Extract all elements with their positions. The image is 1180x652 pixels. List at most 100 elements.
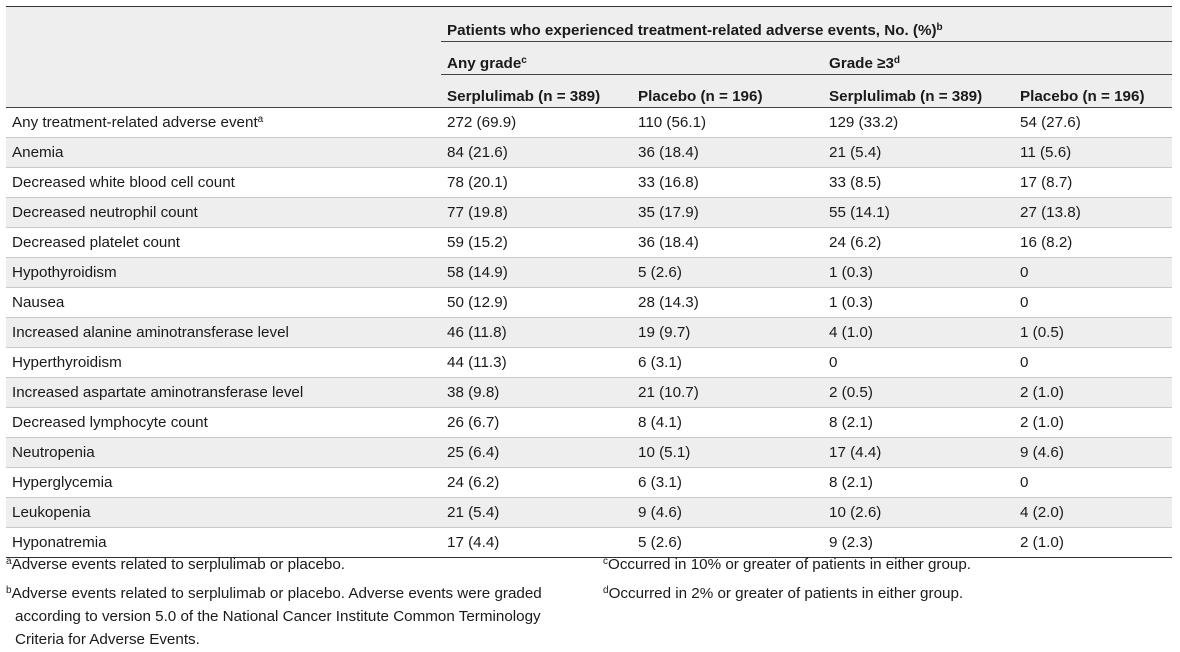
value-cell: 0 bbox=[1014, 287, 1173, 318]
event-name: Decreased white blood cell count bbox=[12, 174, 235, 191]
grade3-note: d bbox=[893, 55, 901, 66]
event-cell: Hypothyroidism bbox=[6, 257, 441, 288]
value-cell: 33 (8.5) bbox=[823, 167, 1014, 198]
value-cell: 58 (14.9) bbox=[441, 257, 632, 288]
footnote-text: Adverse events related to serplulimab or… bbox=[11, 585, 542, 648]
value-cell: 9 (4.6) bbox=[1014, 437, 1173, 468]
value-cell: 8 (2.1) bbox=[823, 407, 1014, 438]
value-cell: 5 (2.6) bbox=[632, 527, 823, 558]
header-title: Patients who experienced treatment-relat… bbox=[441, 6, 1173, 42]
value-cell: 84 (21.6) bbox=[441, 137, 632, 168]
value-cell: 9 (4.6) bbox=[632, 497, 823, 528]
value-cell: 36 (18.4) bbox=[632, 227, 823, 258]
table-row: Increased aspartate aminotransferase lev… bbox=[6, 377, 1173, 408]
value-cell: 129 (33.2) bbox=[823, 107, 1014, 138]
table-row: Any treatment-related adverse eventa 272 … bbox=[6, 107, 1173, 138]
event-cell: Neutropenia bbox=[6, 437, 441, 468]
column-header: Serplulimab (n = 389) bbox=[441, 74, 632, 108]
value-cell: 1 (0.3) bbox=[823, 287, 1014, 318]
value-cell: 28 (14.3) bbox=[632, 287, 823, 318]
event-cell: Increased alanine aminotransferase level bbox=[6, 317, 441, 348]
table-body: Any treatment-related adverse eventa 272 … bbox=[6, 107, 1173, 558]
value-cell: 26 (6.7) bbox=[441, 407, 632, 438]
value-cell: 2 (1.0) bbox=[1014, 377, 1173, 408]
table-row: Hyponatremia 17 (4.4) 5 (2.6) 9 (2.3) 2 (1.0… bbox=[6, 527, 1173, 558]
any-grade-label: Any grade bbox=[447, 55, 522, 72]
value-cell: 78 (20.1) bbox=[441, 167, 632, 198]
event-cell: Nausea bbox=[6, 287, 441, 318]
event-name: Leukopenia bbox=[12, 504, 91, 521]
value-cell: 0 bbox=[1014, 467, 1173, 498]
value-cell: 8 (2.1) bbox=[823, 467, 1014, 498]
value-cell: 21 (5.4) bbox=[823, 137, 1014, 168]
table-header: Patients who experienced treatment-relat… bbox=[6, 6, 1173, 108]
event-name: Increased aspartate aminotransferase lev… bbox=[12, 384, 304, 401]
value-cell: 10 (5.1) bbox=[632, 437, 823, 468]
event-cell: Hyperglycemia bbox=[6, 467, 441, 498]
table-row: Decreased platelet count 59 (15.2) 36 (18.… bbox=[6, 227, 1173, 258]
value-cell: 17 (8.7) bbox=[1014, 167, 1173, 198]
event-name: Hyponatremia bbox=[12, 534, 107, 551]
table-row: Leukopenia 21 (5.4) 9 (4.6) 10 (2.6) 4 (2.0) bbox=[6, 497, 1173, 528]
value-cell: 16 (8.2) bbox=[1014, 227, 1173, 258]
value-cell: 8 (4.1) bbox=[632, 407, 823, 438]
value-cell: 35 (17.9) bbox=[632, 197, 823, 228]
event-cell: Leukopenia bbox=[6, 497, 441, 528]
value-cell: 110 (56.1) bbox=[632, 107, 823, 138]
event-cell: Any treatment-related adverse eventa bbox=[6, 107, 441, 138]
value-cell: 21 (10.7) bbox=[632, 377, 823, 408]
value-cell: 17 (4.4) bbox=[823, 437, 1014, 468]
event-cell: Decreased white blood cell count bbox=[6, 167, 441, 198]
footnote-mark: a bbox=[6, 556, 12, 567]
value-cell: 0 bbox=[1014, 257, 1173, 288]
footnote-text: Adverse events related to serplulimab or… bbox=[11, 556, 346, 573]
value-cell: 24 (6.2) bbox=[441, 467, 632, 498]
value-cell: 4 (2.0) bbox=[1014, 497, 1173, 528]
value-cell: 0 bbox=[823, 347, 1014, 378]
column-header: Placebo (n = 196) bbox=[1014, 74, 1173, 108]
event-name: Neutropenia bbox=[12, 444, 95, 461]
footnote-mark: d bbox=[603, 585, 609, 596]
any-grade-note: c bbox=[521, 55, 527, 66]
column-header: Placebo (n = 196) bbox=[632, 74, 823, 108]
footnote-text: Occurred in 10% or greater of patients i… bbox=[608, 556, 972, 573]
column-header: Serplulimab (n = 389) bbox=[823, 74, 1014, 108]
value-cell: 27 (13.8) bbox=[1014, 197, 1173, 228]
value-cell: 33 (16.8) bbox=[632, 167, 823, 198]
table-row: Neutropenia 25 (6.4) 10 (5.1) 17 (4.4) 9 (4.… bbox=[6, 437, 1173, 468]
header-stub-3 bbox=[6, 74, 441, 108]
table-row: Hyperthyroidism 44 (11.3) 6 (3.1) 0 0 bbox=[6, 347, 1173, 378]
event-name: Anemia bbox=[12, 144, 64, 161]
event-name: Decreased platelet count bbox=[12, 234, 181, 251]
header-stub bbox=[6, 6, 441, 42]
event-cell: Decreased lymphocyte count bbox=[6, 407, 441, 438]
event-cell: Hyperthyroidism bbox=[6, 347, 441, 378]
value-cell: 77 (19.8) bbox=[441, 197, 632, 228]
event-name: Decreased neutrophil count bbox=[12, 204, 198, 221]
value-cell: 44 (11.3) bbox=[441, 347, 632, 378]
footnote-b: bAdverse events related to serplulimab o… bbox=[6, 582, 560, 651]
value-cell: 10 (2.6) bbox=[823, 497, 1014, 528]
event-cell: Increased aspartate aminotransferase lev… bbox=[6, 377, 441, 408]
value-cell: 19 (9.7) bbox=[632, 317, 823, 348]
value-cell: 17 (4.4) bbox=[441, 527, 632, 558]
value-cell: 36 (18.4) bbox=[632, 137, 823, 168]
value-cell: 5 (2.6) bbox=[632, 257, 823, 288]
value-cell: 2 (0.5) bbox=[823, 377, 1014, 408]
event-name: Hyperthyroidism bbox=[12, 354, 122, 371]
table-row: Nausea 50 (12.9) 28 (14.3) 1 (0.3) 0 bbox=[6, 287, 1173, 318]
event-note: a bbox=[257, 114, 264, 125]
table-row: Decreased white blood cell count 78 (20.1… bbox=[6, 167, 1173, 198]
value-cell: 0 bbox=[1014, 347, 1173, 378]
event-name: Any treatment-related adverse event bbox=[12, 114, 258, 131]
table-row: Decreased lymphocyte count 26 (6.7) 8 (4.1… bbox=[6, 407, 1173, 438]
table-row: Increased alanine aminotransferase level… bbox=[6, 317, 1173, 348]
value-cell: 50 (12.9) bbox=[441, 287, 632, 318]
event-name: Decreased lymphocyte count bbox=[12, 414, 208, 431]
value-cell: 24 (6.2) bbox=[823, 227, 1014, 258]
footnote-c: cOccurred in 10% or greater of patients … bbox=[603, 553, 1163, 576]
event-cell: Decreased platelet count bbox=[6, 227, 441, 258]
value-cell: 46 (11.8) bbox=[441, 317, 632, 348]
value-cell: 25 (6.4) bbox=[441, 437, 632, 468]
grade3-label: Grade ≥3 bbox=[829, 55, 894, 72]
